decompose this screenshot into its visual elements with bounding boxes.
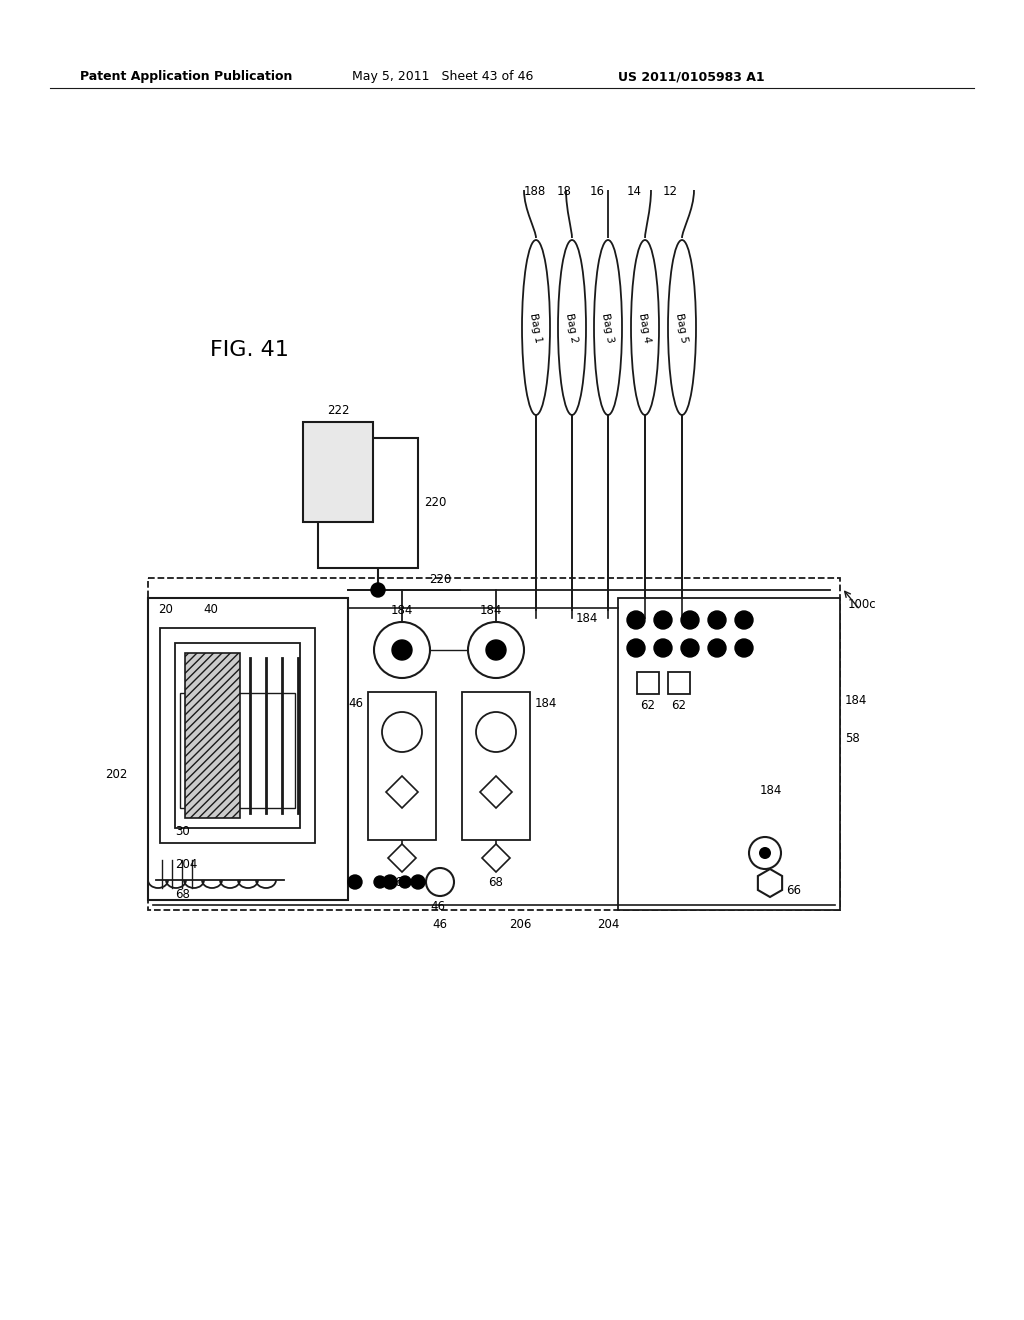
Bar (148, 598, 348, 900)
Circle shape (749, 837, 781, 869)
Bar (368, 692, 436, 840)
Circle shape (627, 639, 645, 657)
Text: 220: 220 (424, 496, 446, 510)
Bar (180, 693, 295, 808)
Text: 100c: 100c (848, 598, 877, 611)
Text: 40: 40 (203, 603, 218, 616)
Circle shape (654, 611, 672, 630)
Text: Bag 1: Bag 1 (528, 312, 544, 343)
Circle shape (383, 875, 397, 888)
Text: 184: 184 (760, 784, 782, 796)
Text: 222: 222 (327, 404, 349, 417)
Text: 204: 204 (597, 917, 620, 931)
Text: Patent Application Publication: Patent Application Publication (80, 70, 293, 83)
Text: May 5, 2011   Sheet 43 of 46: May 5, 2011 Sheet 43 of 46 (352, 70, 534, 83)
Text: 46: 46 (348, 697, 362, 710)
Bar (148, 578, 840, 909)
Circle shape (708, 611, 726, 630)
Circle shape (392, 640, 412, 660)
Bar (637, 672, 659, 694)
Text: 30: 30 (175, 825, 189, 838)
Text: 20: 20 (158, 603, 173, 616)
Text: 58: 58 (845, 731, 860, 744)
Text: 206: 206 (509, 917, 531, 931)
Text: 14: 14 (627, 185, 642, 198)
Text: 46: 46 (432, 917, 447, 931)
Circle shape (399, 876, 411, 888)
Text: 46: 46 (430, 900, 445, 913)
Circle shape (374, 622, 430, 678)
Text: 68: 68 (488, 876, 504, 888)
Circle shape (374, 876, 386, 888)
Text: FIG. 41: FIG. 41 (210, 341, 289, 360)
Circle shape (654, 639, 672, 657)
Bar (160, 628, 315, 843)
Text: 184: 184 (535, 697, 557, 710)
Text: 184: 184 (845, 693, 867, 706)
Text: 184: 184 (575, 611, 598, 624)
Circle shape (627, 611, 645, 630)
Bar (175, 643, 300, 828)
Polygon shape (758, 869, 782, 898)
Circle shape (681, 639, 699, 657)
Circle shape (426, 869, 454, 896)
Text: 16: 16 (590, 185, 605, 198)
Text: Bag 4: Bag 4 (638, 312, 652, 343)
Text: 18: 18 (557, 185, 571, 198)
Bar (303, 422, 373, 521)
Bar (462, 692, 530, 840)
Bar (668, 672, 690, 694)
Circle shape (349, 876, 361, 888)
Bar (318, 438, 418, 568)
Circle shape (735, 611, 753, 630)
Circle shape (735, 639, 753, 657)
Bar (618, 598, 840, 909)
Circle shape (411, 875, 425, 888)
Text: US 2011/0105983 A1: US 2011/0105983 A1 (618, 70, 765, 83)
Text: 68: 68 (394, 876, 410, 888)
Circle shape (681, 611, 699, 630)
Circle shape (708, 639, 726, 657)
Circle shape (371, 583, 385, 597)
Circle shape (759, 847, 771, 859)
Text: Bag 5: Bag 5 (675, 312, 689, 343)
Text: 66: 66 (786, 883, 801, 896)
Text: 68: 68 (175, 888, 189, 902)
Text: 62: 62 (672, 700, 686, 711)
Text: 184: 184 (391, 605, 414, 616)
Text: Bag 3: Bag 3 (600, 312, 615, 343)
Text: 12: 12 (663, 185, 678, 198)
Text: 204: 204 (175, 858, 198, 871)
Bar (185, 653, 240, 818)
Text: 188: 188 (524, 185, 546, 198)
Circle shape (348, 875, 362, 888)
Text: Bag 2: Bag 2 (564, 312, 580, 343)
Text: 62: 62 (640, 700, 655, 711)
Text: 184: 184 (480, 605, 502, 616)
Text: 202: 202 (105, 768, 128, 781)
Text: 220: 220 (429, 573, 452, 586)
Circle shape (468, 622, 524, 678)
Circle shape (486, 640, 506, 660)
